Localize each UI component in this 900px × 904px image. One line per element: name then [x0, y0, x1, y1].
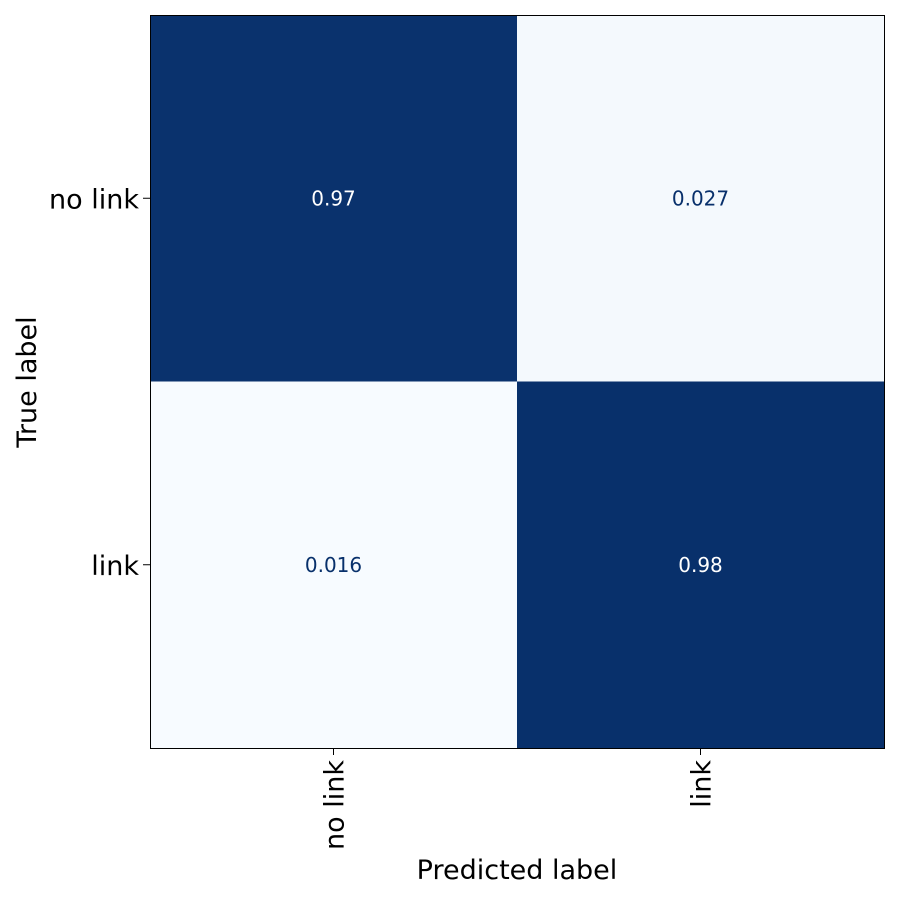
heatmap-cell — [150, 381, 518, 749]
plot-frame — [150, 15, 885, 749]
y-tick-label: no link — [49, 184, 139, 215]
heatmap-cell — [150, 15, 518, 382]
y-axis-label: True label — [12, 316, 43, 448]
cell-value-label: 0.98 — [678, 553, 723, 577]
cell-value-label: 0.016 — [305, 553, 362, 577]
heatmap-cell — [517, 15, 885, 382]
x-tick-label: no link — [320, 760, 351, 850]
x-tick-label: link — [687, 760, 718, 808]
heatmap-cell — [517, 381, 885, 749]
cells-layer: 0.97 0.027 0.016 0.98 — [150, 15, 885, 749]
ticks-layer: no link link no link link — [49, 184, 717, 850]
y-tick-label: link — [91, 551, 139, 582]
cell-value-label: 0.97 — [311, 186, 356, 210]
x-axis-label: Predicted label — [417, 855, 618, 886]
cell-value-label: 0.027 — [672, 186, 729, 210]
